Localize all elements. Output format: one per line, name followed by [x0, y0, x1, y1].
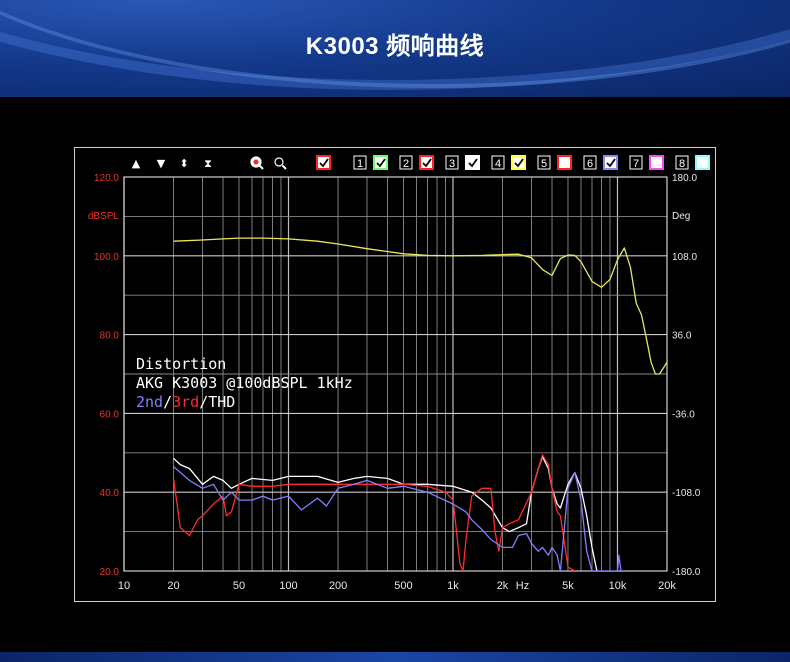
header-banner: K3003 频响曲线 [0, 0, 790, 97]
annotation-title: Distortion [136, 355, 226, 373]
all-channels-checkbox[interactable] [316, 155, 331, 170]
x-tick-label: 2k [497, 580, 509, 592]
y-tick-label-left: 80.0 [100, 331, 120, 342]
x-tick-label: 20k [658, 580, 676, 592]
channel-8-checkbox[interactable] [695, 155, 710, 170]
annotation-legend: 2nd/3rd/THD [136, 393, 235, 411]
channel-6-number-box [583, 155, 597, 170]
channel-7-checkbox[interactable] [649, 155, 664, 170]
series-line-frequency-response [173, 237, 667, 375]
x-tick-label: 1k [447, 580, 459, 592]
banner-decoration [0, 0, 790, 88]
channel-4-label: 4 [495, 158, 501, 170]
channel-5-checkbox[interactable] [557, 155, 572, 170]
channel-8-number-box [675, 155, 689, 170]
y-tick-label-left: 100.0 [94, 252, 119, 263]
x-tick-label: 5k [562, 580, 574, 592]
zoom-in-icon-handle [258, 164, 264, 170]
x-tick-label: 20 [167, 580, 179, 592]
channel-5-number-box [537, 155, 551, 170]
y-tick-label-left: 40.0 [100, 488, 120, 499]
channel-7-number-box [629, 155, 643, 170]
channel-1-checkbox-check-icon [376, 158, 386, 168]
channel-4-checkbox-check-icon [514, 158, 524, 168]
channel-1-label: 1 [357, 158, 363, 170]
y-axis-label-right: Deg [672, 211, 690, 222]
channel-4-checkbox[interactable] [511, 155, 526, 170]
x-tick-label: 200 [329, 580, 347, 592]
y-tick-label-left: 120.0 [94, 173, 119, 184]
channel-8-label: 8 [679, 158, 685, 170]
channel-2-number-box [399, 155, 413, 170]
channel-2-checkbox-check-icon [422, 158, 432, 168]
y-tick-label-left: 60.0 [100, 409, 120, 420]
channel-2-checkbox[interactable] [419, 155, 434, 170]
x-tick-label: 500 [394, 580, 412, 592]
channel-6-label: 6 [587, 158, 593, 170]
channel-3-label: 3 [449, 158, 455, 170]
chart-window: 120.0 100.0 80.0 60.0 40.0 20.0 dBSPL 180.0 108.… [74, 147, 716, 602]
channel-6-checkbox-check-icon [606, 158, 616, 168]
channel-1-number-box [353, 155, 367, 170]
x-tick-label: 100 [279, 580, 297, 592]
y-tick-label-right: -108.0 [672, 488, 701, 499]
x-tick-label: 50 [233, 580, 245, 592]
series-line-thd [173, 456, 598, 571]
y-tick-label-right: 108.0 [672, 252, 697, 263]
channel-7-label: 7 [633, 158, 639, 170]
channel-2-label: 2 [403, 158, 409, 170]
y-tick-label-left: 20.0 [100, 567, 120, 578]
y-tick-label-right: 36.0 [672, 331, 692, 342]
x-axis-unit-label: Hz [516, 580, 529, 592]
shrink-vertical-icon[interactable]: ⧗ [204, 157, 212, 170]
frequency-response-chart: 120.0 100.0 80.0 60.0 40.0 20.0 dBSPL 180.0 108.… [88, 155, 710, 592]
zoom-in-icon-dot [253, 159, 259, 165]
y-tick-label-right: 180.0 [672, 173, 697, 184]
plot-border [123, 176, 668, 572]
channel-6-checkbox[interactable] [603, 155, 618, 170]
page-title: K3003 频响曲线 [305, 33, 485, 60]
zoom-out-icon-handle [281, 164, 287, 170]
x-tick-label: 10 [118, 580, 130, 592]
y-tick-label-right: -36.0 [672, 409, 695, 420]
y-tick-label-right: -180.0 [672, 567, 701, 578]
x-tick-label: 10k [609, 580, 627, 592]
all-channels-checkbox-check-icon [319, 158, 329, 168]
scroll-up-icon[interactable]: ▲ [132, 157, 141, 170]
y-axis-label: dBSPL [88, 211, 120, 222]
channel-3-number-box [445, 155, 459, 170]
annotation-device: AKG K3003 @100dBSPL 1kHz [136, 374, 353, 392]
channel-4-number-box [491, 155, 505, 170]
series-line-3rd [172, 454, 576, 571]
footer-decoration [0, 652, 790, 662]
scroll-down-icon[interactable]: ▼ [157, 157, 166, 170]
channel-5-label: 5 [541, 158, 547, 170]
zoom-out-icon[interactable] [274, 157, 284, 167]
channel-3-checkbox-check-icon [468, 158, 478, 168]
series-line-2nd [173, 466, 622, 571]
channel-3-checkbox[interactable] [465, 155, 480, 170]
expand-vertical-icon[interactable]: ⬍ [179, 157, 188, 170]
channel-1-checkbox[interactable] [373, 155, 388, 170]
